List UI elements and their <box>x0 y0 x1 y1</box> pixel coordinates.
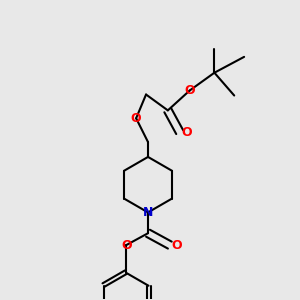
Text: N: N <box>143 206 153 219</box>
Text: O: O <box>181 126 192 139</box>
Text: O: O <box>121 238 131 252</box>
Text: O: O <box>171 238 182 252</box>
Text: O: O <box>184 84 195 97</box>
Text: O: O <box>131 112 141 125</box>
